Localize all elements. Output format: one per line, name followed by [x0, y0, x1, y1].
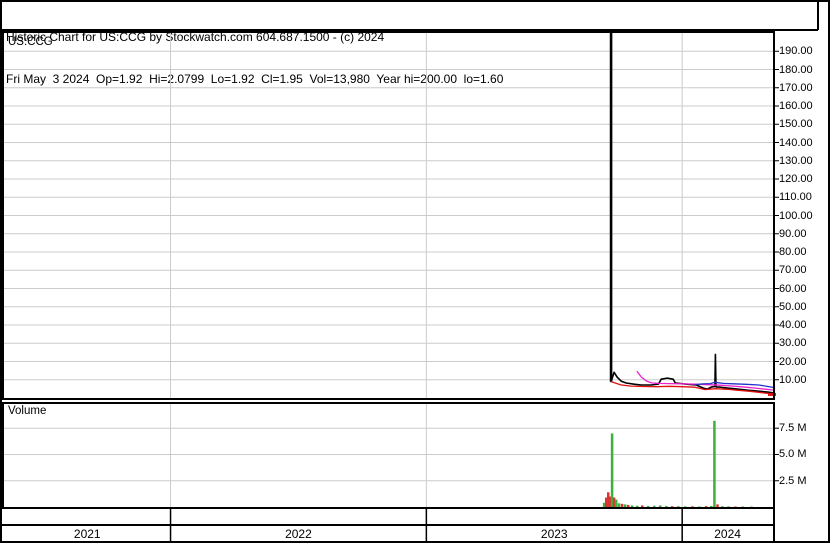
volume-bar-down [734, 506, 737, 507]
volume-bar-up [614, 499, 618, 507]
series-indicator-red [610, 380, 774, 395]
volume-bar-down [691, 506, 694, 507]
price-tick-label: 30.00 [779, 337, 807, 350]
price-tick-label: 110.00 [779, 191, 812, 204]
last-price-marker [768, 392, 776, 396]
volume-bar-up [617, 503, 621, 507]
price-tick-label: 20.00 [779, 355, 807, 368]
volume-bar-up [684, 506, 687, 507]
header-title-line: Historic Chart for US:CCG by Stockwatch.… [6, 30, 385, 44]
volume-tick-label: 5.0 M [779, 448, 807, 461]
volume-bar-up [713, 420, 716, 507]
price-tick-label: 90.00 [779, 227, 807, 240]
header-quote-line: Fri May 3 2024 Op=1.92 Hi=2.0799 Lo=1.92… [6, 72, 504, 86]
volume-bar-up [658, 505, 662, 507]
volume-panel-label: Volume [8, 405, 47, 417]
chart-header: Historic Chart for US:CCG by Stockwatch.… [2, 2, 818, 86]
volume-bar-up [610, 433, 614, 507]
price-tick-label: 140.00 [779, 136, 813, 149]
volume-bar-up [602, 502, 606, 507]
volume-bar-down [641, 505, 644, 507]
price-tick-label: 170.00 [779, 81, 813, 94]
volume-bar-down [704, 506, 708, 507]
price-tick-label: 190.00 [779, 45, 813, 58]
year-label: 2021 [73, 527, 101, 541]
volume-bar-up [677, 506, 680, 507]
price-tick-label: 10.00 [779, 373, 807, 386]
volume-bar-up [727, 506, 730, 507]
price-tick-label: 150.00 [779, 118, 813, 131]
price-tick-label: 160.00 [779, 100, 813, 112]
price-tick-label: 80.00 [779, 246, 807, 258]
volume-bar-up [721, 506, 724, 507]
symbol-label: US:CCG [8, 36, 53, 48]
price-tick-label: 180.00 [779, 63, 813, 76]
volume-bar-up [653, 505, 656, 507]
price-tick-label: 100.00 [779, 209, 813, 222]
volume-bar-down [620, 503, 624, 507]
volume-bar-down [607, 492, 610, 507]
volume-bar-down [670, 506, 674, 507]
volume-tick-label: 2.5 M [779, 474, 807, 487]
year-label: 2022 [285, 527, 312, 541]
volume-tick-label: 7.5 M [779, 422, 807, 435]
volume-bar-up [710, 505, 713, 507]
year-label: 2024 [714, 527, 741, 541]
price-tick-label: 120.00 [779, 173, 813, 185]
price-tick-label: 40.00 [779, 319, 807, 331]
price-tick-label: 50.00 [779, 300, 807, 313]
volume-bar-up [623, 504, 627, 507]
volume-bar-down [608, 496, 612, 507]
series-indicator-blue [694, 381, 774, 389]
volume-bar-up [741, 506, 744, 507]
series-indicator-magenta [636, 370, 774, 391]
volume-bar-up [635, 505, 639, 507]
volume-bar-up [646, 505, 650, 507]
volume-bar-down [716, 504, 719, 507]
volume-bar-up [630, 505, 634, 507]
price-tick-label: 60.00 [779, 282, 807, 295]
volume-bar-up [665, 505, 668, 507]
volume-bar-up [698, 506, 701, 507]
year-label: 2023 [540, 527, 568, 541]
volume-bar-down [604, 497, 608, 507]
volume-bars [602, 420, 753, 507]
volume-bar-down [612, 497, 616, 507]
volume-bar-down [626, 504, 630, 507]
price-tick-label: 130.00 [779, 154, 813, 167]
price-tick-label: 70.00 [779, 264, 807, 277]
volume-panel-border [2, 402, 775, 509]
